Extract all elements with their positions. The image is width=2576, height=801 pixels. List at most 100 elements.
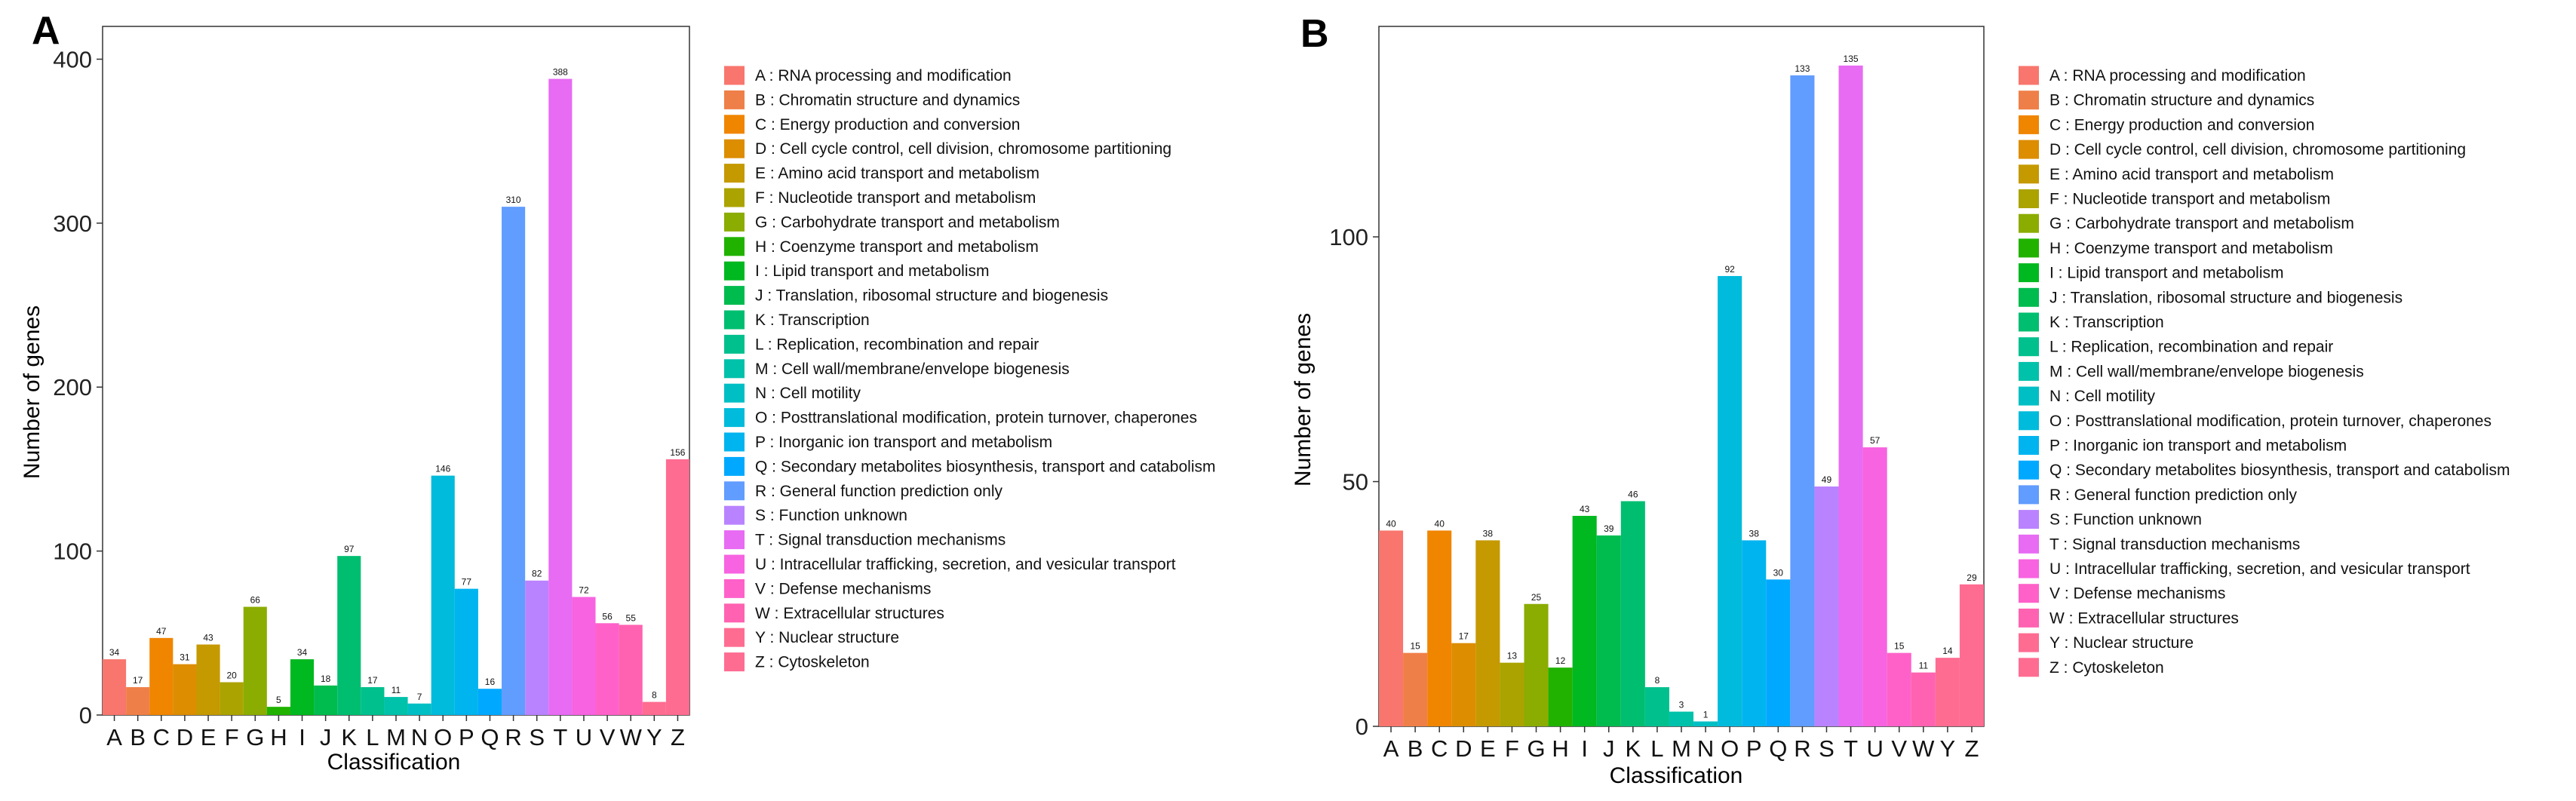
panel-b-legend-swatch-q [2019,460,2039,480]
panel-b-data-label-s: 49 [1822,474,1832,485]
panel-b-data-label-a: 40 [1386,518,1396,529]
panel-b-legend-label-y: Y : Nuclear structure [2049,634,2194,652]
panel-a-legend-label-z: Z : Cytoskeleton [755,654,870,671]
panel-a-legend-swatch-r [724,481,745,501]
panel-a-legend-label-a: A : RNA processing and modification [755,67,1012,84]
panel-b-bar-d [1451,643,1476,726]
panel-b-legend-label-a: A : RNA processing and modification [2049,67,2306,84]
panel-a-x-tick-label-m: M [386,724,406,750]
panel-a-legend-swatch-n [724,383,745,403]
panel-a-bar-i [290,659,315,715]
panel-a-bar-g [243,606,267,715]
panel-a-x-tick-label-j: J [320,724,332,750]
panel-a-legend-label-f: F : Nucleotide transport and metabolism [755,189,1036,207]
panel-b-x-tick-label-t: T [1844,735,1858,762]
panel-a-legend-label-w: W : Extracellular structures [755,605,944,622]
panel-a-legend-label-g: G : Carbohydrate transport and metabolis… [755,213,1060,231]
panel-b: B Number of genes Classification 0 50 100 4… [1291,12,2510,788]
panel-b-panel-border [1378,26,1985,727]
panel-a-data-label-u: 72 [579,585,589,595]
panel-a-data-label-b: 17 [133,675,143,686]
panel-a-y-tick-label: 300 [53,210,92,237]
panel-a-legend-swatch-k [724,310,745,330]
panel-a-legend-label-b: B : Chromatin structure and dynamics [755,91,1020,109]
panel-b-legend-swatch-y [2019,633,2039,652]
panel-a-y-tick-label: 0 [79,702,92,729]
panel-a-data-label-m: 11 [391,685,401,695]
panel-a-legend-label-r: R : General function prediction only [755,483,1003,500]
panel-b-x-tick-label-w: W [1912,735,1935,762]
panel-a-bar-a [103,659,127,715]
panel-b-data-label-y: 14 [1942,646,1953,656]
panel-a-legend-swatch-c [724,115,745,134]
panel-b-x-tick-label-s: S [1819,735,1835,762]
panel-a-data-label-g: 66 [250,595,261,606]
panel-b-bar-i [1572,515,1597,726]
panel-b-data-label-v: 15 [1894,641,1905,652]
panel-a-x-axis-title: Classification [327,750,461,775]
panel-a-legend-label-y: Y : Nuclear structure [755,629,899,646]
panel-a-x-tick-label-w: W [620,724,643,750]
panel-b-data-label-b: 15 [1410,641,1420,652]
panel-a-x-tick-label-e: E [201,724,216,750]
panel-a-y-axis-title: Number of genes [20,305,45,479]
panel-b-x-tick-label-b: B [1408,735,1423,762]
panel-a-legend-swatch-e [724,164,745,183]
panel-a-x-tick-label-z: Z [671,724,685,750]
panel-b-data-label-c: 40 [1435,518,1445,529]
panel-b-data-label-q: 30 [1773,567,1784,578]
panel-a-y-tick-label: 100 [53,539,92,565]
panel-a-bar-q [477,689,502,715]
panel-b-legend-swatch-o [2019,411,2039,431]
panel-b-legend-label-c: C : Energy production and conversion [2049,116,2314,134]
panel-b-legend-swatch-i [2019,263,2039,283]
panel-a-legend-label-i: I : Lipid transport and metabolism [755,262,990,280]
panel-b-bar-n [1693,721,1718,726]
panel-a-x-tick-label-t: T [553,724,567,750]
panel-b-legend-label-r: R : General function prediction only [2049,486,2298,504]
panel-a-y-tick-label: 400 [53,46,92,72]
panel-b-bar-v [1887,652,1911,726]
panel-b-data-label-f: 13 [1507,651,1518,661]
panel-a-legend-swatch-d [724,139,745,158]
panel-a-x-tick-label-r: R [505,724,521,750]
panel-a-legend-label-h: H : Coenzyme transport and metabolism [755,238,1039,256]
panel-b-legend-label-e: E : Amino acid transport and metabolism [2049,166,2334,183]
panel-b-bar-u [1862,447,1887,726]
panel-a-legend-label-s: S : Function unknown [755,507,907,524]
panel-a-legend-swatch-q [724,456,745,476]
panel-b-x-tick-label-d: D [1455,735,1472,762]
panel-a-bar-e [196,644,220,715]
panel-a-y-tick-label: 200 [53,374,92,400]
panel-a-legend-swatch-o [724,408,745,428]
panel-b-legend-swatch-v [2019,584,2039,603]
panel-a-bar-c [149,637,173,715]
panel-b-legend-swatch-u [2019,559,2039,578]
panel-b-bar-h [1548,668,1573,726]
panel-b-data-label-k: 46 [1628,489,1638,499]
panel-a-data-label-k: 97 [344,544,355,554]
panel-a-legend-swatch-m [724,359,745,379]
panel-a-x-tick-label-y: Y [646,724,662,750]
panel-a-bar-l [361,687,385,715]
panel-b-bar-s [1814,486,1839,726]
panel-a-legend-label-e: E : Amino acid transport and metabolism [755,165,1039,183]
panel-a-bar-y [642,701,666,715]
panel-a-bar-o [431,475,455,715]
panel-b-data-label-d: 17 [1459,631,1469,642]
panel-b-data-label-h: 12 [1555,655,1566,666]
panel-a-x-tick-label-p: P [459,724,474,750]
panel-b-x-tick-label-h: H [1552,735,1568,762]
panel-a-data-label-c: 47 [156,626,167,637]
panel-a-data-label-v: 56 [602,611,613,621]
panel-a-panel-border [102,26,690,716]
panel-a-legend-label-o: O : Posttranslational modification, prot… [755,410,1197,427]
panel-b-legend-swatch-n [2019,386,2039,406]
panel-a-legend: A : RNA processing and modification B : C… [724,66,1215,672]
panel-b-x-tick-label-i: I [1581,735,1588,762]
panel-b-legend-swatch-f [2019,189,2039,208]
panel-b-legend-label-z: Z : Cytoskeleton [2049,659,2164,677]
panel-b-bar-g [1524,603,1549,726]
panel-b-x-tick-label-u: U [1866,735,1883,762]
panel-b-legend-swatch-z [2019,658,2039,677]
